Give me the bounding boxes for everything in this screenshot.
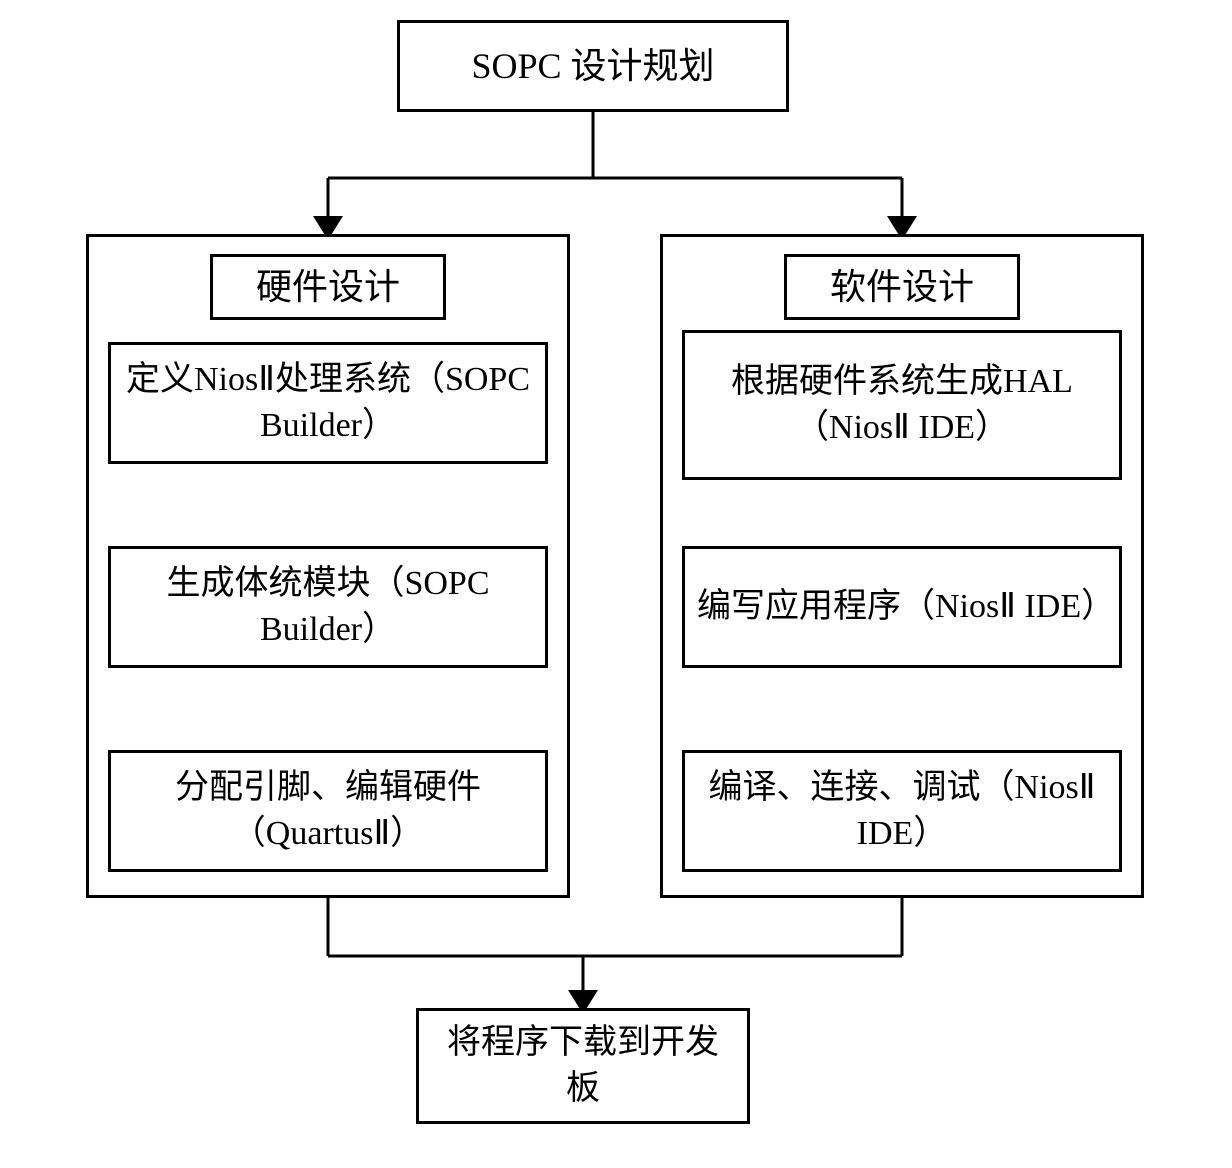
right-branch-header: 软件设计 xyxy=(784,254,1020,320)
bottom-node: 将程序下载到开发板 xyxy=(416,1008,750,1124)
left-step-3-label: 分配引脚、编辑硬件（QuartusⅡ） xyxy=(123,765,533,857)
top-node: SOPC 设计规划 xyxy=(397,20,789,112)
bottom-node-label: 将程序下载到开发板 xyxy=(431,1020,735,1112)
left-branch-header-label: 硬件设计 xyxy=(256,263,400,312)
right-step-2: 编写应用程序（NiosⅡ IDE） xyxy=(682,546,1122,668)
right-branch-header-label: 软件设计 xyxy=(830,263,974,312)
right-step-3: 编译、连接、调试（NiosⅡ IDE） xyxy=(682,750,1122,872)
diagram-canvas: SOPC 设计规划 硬件设计 定义NiosⅡ处理系统（SOPC Builder）… xyxy=(0,0,1232,1168)
left-step-1-label: 定义NiosⅡ处理系统（SOPC Builder） xyxy=(123,357,533,449)
right-step-1-label: 根据硬件系统生成HAL（NiosⅡ IDE） xyxy=(697,359,1107,451)
top-node-label: SOPC 设计规划 xyxy=(471,42,714,91)
left-step-2: 生成体统模块（SOPC Builder） xyxy=(108,546,548,668)
left-branch-header: 硬件设计 xyxy=(210,254,446,320)
right-step-1: 根据硬件系统生成HAL（NiosⅡ IDE） xyxy=(682,330,1122,480)
right-step-2-label: 编写应用程序（NiosⅡ IDE） xyxy=(697,584,1107,630)
left-step-1: 定义NiosⅡ处理系统（SOPC Builder） xyxy=(108,342,548,464)
left-step-2-label: 生成体统模块（SOPC Builder） xyxy=(123,561,533,653)
right-step-3-label: 编译、连接、调试（NiosⅡ IDE） xyxy=(697,765,1107,857)
left-step-3: 分配引脚、编辑硬件（QuartusⅡ） xyxy=(108,750,548,872)
